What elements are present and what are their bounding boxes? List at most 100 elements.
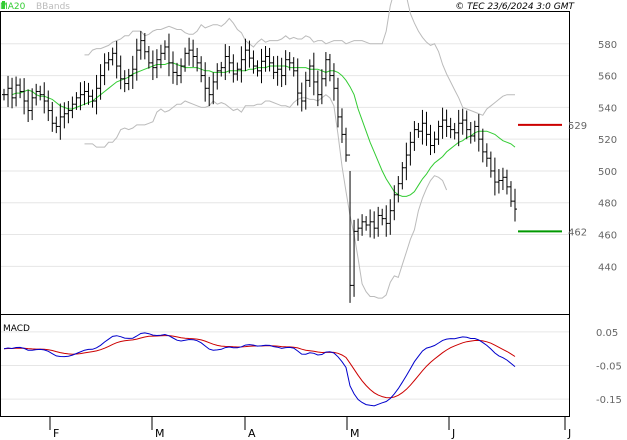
price-bar — [42, 82, 47, 114]
price-bar — [267, 47, 272, 72]
price-bar — [339, 108, 344, 143]
price-bar — [66, 101, 71, 124]
price-bar — [456, 109, 461, 147]
price-bar — [138, 31, 143, 60]
price-bar — [203, 62, 208, 102]
ma20-legend-swatch — [2, 1, 5, 9]
price-bar — [488, 151, 493, 178]
price-bar — [114, 40, 119, 79]
price-bar — [94, 74, 99, 115]
price-bar — [295, 58, 300, 106]
price-bar — [251, 50, 256, 74]
price-bar — [106, 52, 111, 71]
macd-y-axis: 0.05 -0.05 -0.15 — [596, 328, 622, 406]
price-bar — [74, 92, 79, 110]
level-label: 529 — [568, 121, 587, 132]
macd-y-tick: -0.15 — [596, 395, 622, 406]
price-bar — [187, 37, 192, 66]
price-bar — [283, 50, 288, 86]
price-bar — [22, 78, 27, 115]
price-bar — [58, 103, 63, 140]
price-bar — [428, 124, 433, 156]
price-bar — [275, 55, 280, 86]
price-bar — [146, 46, 151, 69]
price-bar — [18, 78, 23, 99]
price-bar — [223, 44, 228, 81]
price-bar — [392, 185, 397, 221]
ma20-path — [11, 62, 516, 197]
price-panel-frame — [0, 11, 570, 315]
price-bar — [98, 64, 103, 100]
price-y-tick: 580 — [598, 40, 617, 51]
x-tick-label: M — [350, 427, 360, 440]
copyright-text: © TEC 23/6/2024 3:0 GMT — [455, 2, 575, 12]
price-bar — [348, 154, 353, 303]
price-bar — [468, 121, 473, 144]
ma20-line — [11, 62, 516, 197]
price-bar — [360, 214, 365, 236]
price-bar — [315, 70, 320, 107]
ma20-legend-label: MA20 — [0, 2, 26, 12]
price-bar — [496, 169, 501, 194]
price-y-tick: 520 — [598, 135, 617, 146]
price-bar — [10, 77, 15, 109]
x-tick-label: M — [155, 427, 165, 440]
price-bar — [2, 88, 6, 101]
macd-panel-frame — [0, 314, 570, 417]
price-bar — [183, 47, 188, 72]
price-levels: 529 462 — [518, 121, 587, 238]
price-bar — [179, 58, 184, 84]
macd-line — [3, 332, 516, 407]
price-bar — [380, 208, 385, 226]
macd-grid — [1, 331, 569, 400]
price-bar — [472, 120, 477, 142]
price-bar — [110, 47, 115, 66]
bollinger-lower-line — [84, 94, 448, 299]
price-bar — [227, 46, 232, 74]
price-bar — [508, 181, 513, 207]
price-bar — [432, 131, 437, 154]
price-bar — [130, 55, 135, 89]
price-bar — [492, 157, 497, 196]
price-bar — [372, 211, 377, 239]
price-bar — [6, 75, 11, 108]
price-bar — [500, 167, 505, 191]
price-bar — [175, 62, 180, 86]
price-bar — [291, 57, 296, 77]
price-bar — [247, 40, 252, 68]
price-bar — [513, 188, 517, 222]
price-bar — [384, 205, 389, 237]
price-bar — [460, 108, 465, 135]
price-bar — [191, 39, 196, 67]
price-bar — [388, 199, 393, 235]
price-bar — [444, 109, 449, 137]
price-bar — [396, 176, 401, 203]
price-bar — [448, 117, 453, 139]
price-bar — [299, 82, 304, 112]
macd-y-tick: -0.05 — [596, 362, 622, 373]
price-bar — [207, 76, 212, 107]
price-bar — [440, 107, 445, 139]
price-y-tick: 460 — [598, 231, 617, 242]
price-bar — [170, 51, 175, 84]
price-bar — [319, 69, 324, 105]
price-bar — [118, 55, 123, 90]
price-bar — [404, 142, 409, 181]
price-grid — [1, 43, 569, 267]
price-y-axis: 440 460 480 500 520 540 560 580 — [598, 40, 617, 274]
price-bar — [219, 61, 224, 77]
macd-lines — [3, 332, 516, 407]
price-bar — [46, 90, 51, 122]
x-tick-label: F — [53, 427, 59, 440]
price-bar — [335, 77, 340, 128]
price-y-tick: 480 — [598, 199, 617, 210]
price-bar — [356, 218, 361, 241]
price-bar — [62, 102, 67, 129]
price-bar — [255, 60, 260, 77]
price-bar — [150, 50, 155, 81]
price-bar — [279, 57, 284, 88]
price-bar — [154, 49, 159, 79]
price-bar — [102, 53, 107, 86]
price-bar — [424, 111, 429, 146]
x-tick-label: A — [248, 427, 256, 440]
